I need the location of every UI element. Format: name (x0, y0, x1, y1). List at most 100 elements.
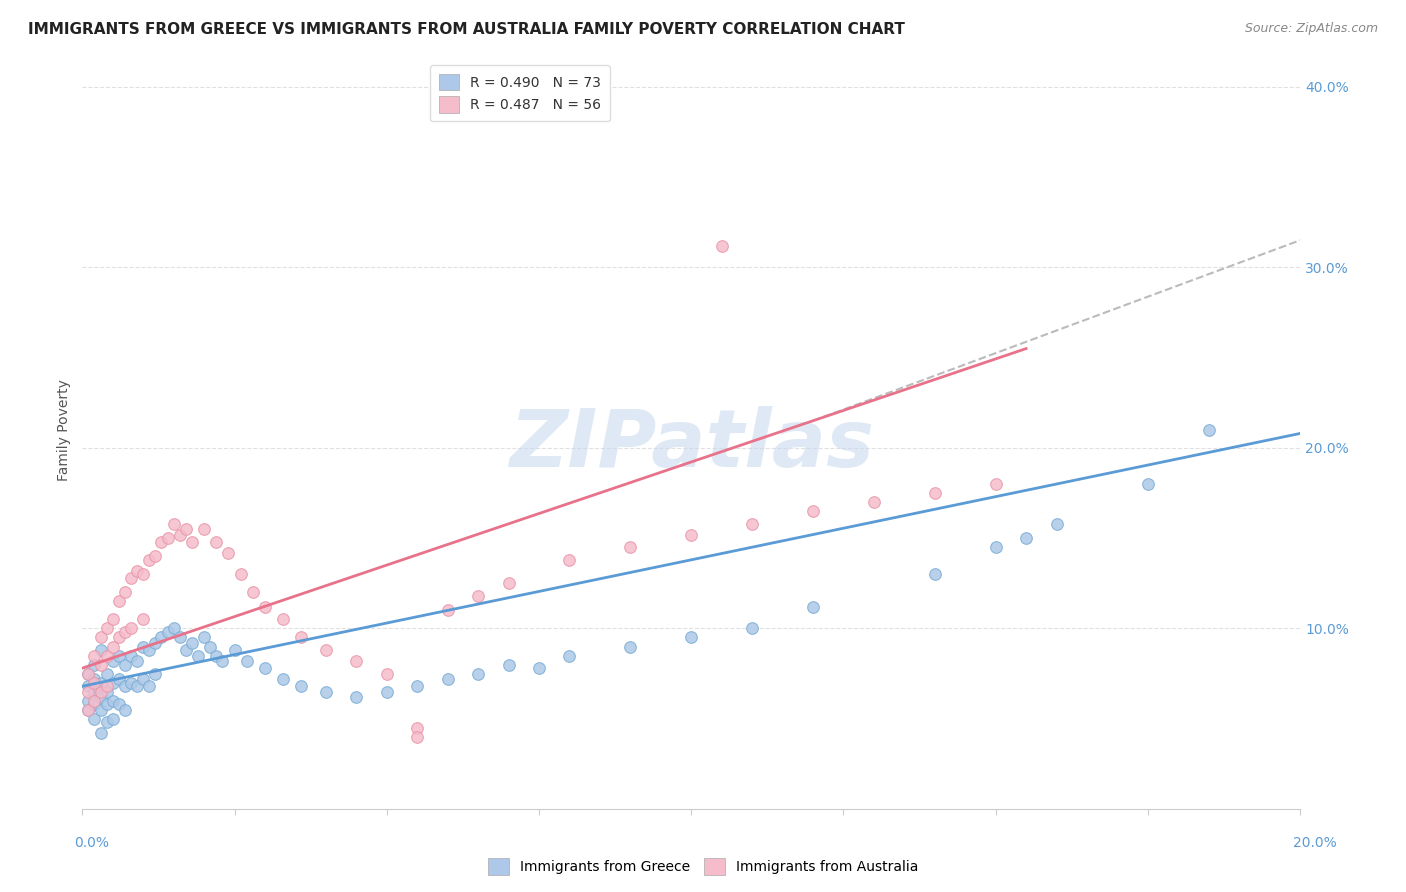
Point (96, 715, 118, 730)
Point (619, 640, 641, 654)
Point (101, 612, 124, 626)
Point (101, 675, 124, 690)
Point (271, 612, 294, 626)
Point (114, 703, 136, 717)
Point (101, 640, 124, 654)
Point (83, 698, 105, 712)
Point (156, 531, 179, 545)
Point (801, 504, 824, 518)
Point (467, 666, 489, 681)
Point (467, 589, 489, 603)
Point (108, 594, 131, 608)
Point (138, 643, 160, 657)
Point (96, 698, 118, 712)
Point (83, 648, 105, 663)
Point (156, 625, 179, 640)
Point (83, 684, 105, 698)
Point (138, 553, 160, 567)
Point (96, 679, 118, 693)
Point (143, 549, 166, 564)
Point (90, 726, 112, 740)
Point (169, 631, 191, 645)
Point (271, 672, 294, 686)
Point (77, 684, 100, 698)
Point (143, 636, 166, 650)
Point (83, 672, 105, 686)
Point (101, 694, 124, 708)
Point (1198, 423, 1220, 437)
Point (132, 567, 155, 582)
Point (90, 675, 112, 690)
Point (90, 690, 112, 704)
Point (96, 648, 118, 663)
Text: IMMIGRANTS FROM GREECE VS IMMIGRANTS FROM AUSTRALIA FAMILY POVERTY CORRELATION C: IMMIGRANTS FROM GREECE VS IMMIGRANTS FRO… (28, 22, 905, 37)
Point (375, 666, 398, 681)
Point (863, 495, 886, 509)
Point (83, 694, 105, 708)
Point (150, 631, 173, 645)
Point (114, 657, 136, 672)
Point (681, 631, 703, 645)
Point (162, 516, 184, 531)
Point (83, 657, 105, 672)
Point (174, 643, 197, 657)
Point (924, 567, 946, 582)
Text: 20.0%: 20.0% (1292, 836, 1337, 850)
Point (406, 730, 429, 744)
Point (90, 631, 112, 645)
Point (242, 585, 264, 599)
Point (290, 631, 312, 645)
Point (90, 684, 112, 698)
Point (127, 679, 149, 693)
Point (290, 679, 312, 693)
Point (90, 703, 112, 717)
Point (108, 631, 131, 645)
Point (77, 666, 100, 681)
Point (741, 622, 763, 636)
Point (801, 599, 824, 614)
Point (406, 721, 429, 735)
Point (108, 648, 131, 663)
Point (235, 654, 257, 668)
Point (101, 712, 124, 726)
Point (127, 564, 149, 578)
Point (77, 679, 100, 693)
Point (120, 648, 142, 663)
Point (169, 527, 191, 541)
Point (315, 684, 337, 698)
Point (498, 576, 520, 591)
Point (96, 666, 118, 681)
Point (498, 657, 520, 672)
Point (741, 516, 763, 531)
Y-axis label: Family Poverty: Family Poverty (58, 379, 72, 481)
Point (96, 684, 118, 698)
Legend: R = 0.490   N = 73, R = 0.487   N = 56: R = 0.490 N = 73, R = 0.487 N = 56 (430, 65, 610, 121)
Point (187, 648, 209, 663)
Point (406, 679, 429, 693)
Point (436, 672, 458, 686)
Point (114, 679, 136, 693)
Point (180, 534, 202, 549)
Point (1015, 531, 1038, 545)
Point (924, 486, 946, 500)
Point (253, 599, 276, 614)
Point (150, 534, 173, 549)
Text: 0.0%: 0.0% (75, 836, 108, 850)
Point (101, 654, 124, 668)
Point (224, 643, 246, 657)
Point (217, 546, 239, 560)
Point (984, 477, 1007, 491)
Point (120, 622, 142, 636)
Point (114, 625, 136, 640)
Point (681, 527, 703, 541)
Point (132, 640, 155, 654)
Point (211, 654, 233, 668)
Point (205, 534, 228, 549)
Point (77, 666, 100, 681)
Point (710, 238, 733, 252)
Point (83, 712, 105, 726)
Point (138, 679, 160, 693)
Legend: Immigrants from Greece, Immigrants from Australia: Immigrants from Greece, Immigrants from … (482, 853, 924, 880)
Point (229, 567, 252, 582)
Point (253, 661, 276, 675)
